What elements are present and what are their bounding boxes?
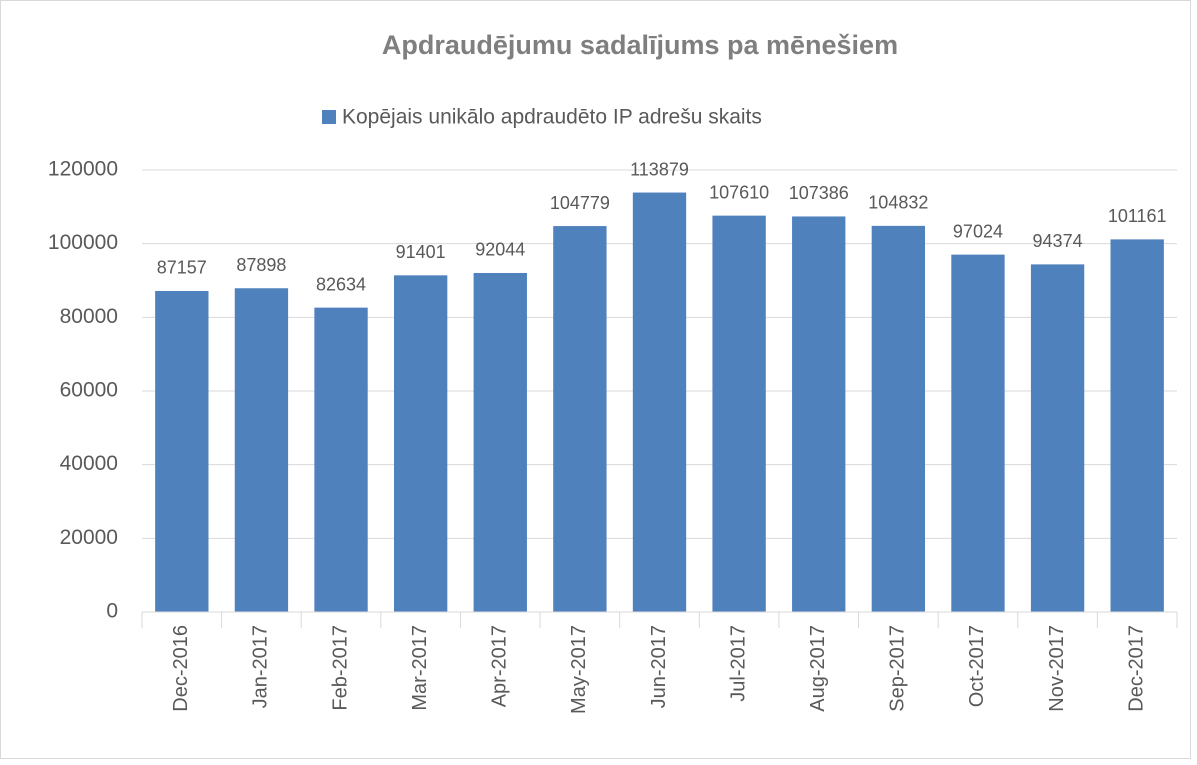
- data-label: 94374: [1033, 231, 1083, 251]
- y-tick-label: 120000: [48, 158, 118, 181]
- x-tick-label: Oct-2017: [966, 625, 988, 707]
- x-tick-label: May-2017: [568, 625, 590, 714]
- x-tick-label: Sep-2017: [887, 625, 909, 712]
- data-label: 104832: [868, 193, 928, 213]
- bar: [792, 216, 846, 613]
- x-tick-label: Aug-2017: [807, 625, 829, 712]
- data-label: 82634: [316, 274, 366, 294]
- x-tick-label: Mar-2017: [409, 625, 431, 711]
- data-label: 87157: [157, 258, 207, 278]
- bar: [632, 192, 687, 612]
- y-tick-label: 20000: [60, 526, 118, 549]
- y-tick-label: 40000: [60, 452, 118, 475]
- y-tick-label: 0: [106, 600, 118, 623]
- x-tick-label: Jan-2017: [250, 625, 272, 708]
- bar: [393, 275, 448, 612]
- data-label: 101161: [1108, 206, 1167, 226]
- data-label: 107610: [709, 182, 769, 202]
- data-label: 92044: [475, 240, 525, 260]
- bar: [712, 215, 766, 612]
- data-label: 87898: [236, 255, 286, 275]
- bar: [951, 254, 1005, 612]
- data-label: 104779: [550, 193, 610, 213]
- bar: [871, 225, 926, 612]
- x-tick-label: Dec-2016: [170, 625, 192, 712]
- bar: [314, 307, 368, 612]
- x-tick-label: Nov-2017: [1046, 625, 1068, 712]
- bar: [553, 226, 607, 612]
- y-tick-label: 100000: [48, 231, 118, 254]
- data-label: 97024: [953, 221, 1003, 241]
- bar: [234, 288, 289, 612]
- bar: [473, 272, 527, 612]
- x-tick-label: Apr-2017: [489, 625, 511, 707]
- chart-title: Apdraudējumu sadalījums pa mēnešiem: [382, 30, 898, 60]
- data-label: 113879: [630, 159, 689, 179]
- data-label: 107386: [789, 183, 849, 203]
- bar: [1110, 239, 1164, 612]
- legend-label: Kopējais unikālo apdraudēto IP adrešu sk…: [342, 106, 762, 129]
- x-tick-label: Dec-2017: [1125, 625, 1147, 712]
- y-tick-label: 80000: [60, 305, 118, 328]
- y-tick-label: 60000: [60, 379, 118, 402]
- data-label: 91401: [396, 242, 446, 262]
- legend-swatch: [322, 110, 336, 124]
- x-tick-label: Feb-2017: [329, 625, 351, 711]
- bar: [1030, 264, 1085, 612]
- x-tick-label: Jul-2017: [727, 625, 749, 702]
- bar: [155, 290, 209, 612]
- x-tick-label: Jun-2017: [648, 625, 670, 708]
